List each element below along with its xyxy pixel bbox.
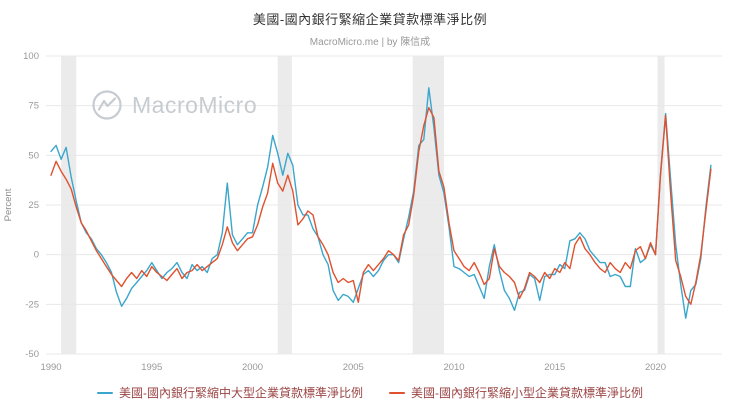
legend-item-small-firms[interactable]: 美國-國內銀行緊縮小型企業貸款標準淨比例 bbox=[389, 384, 643, 401]
page-title: 美國-國內銀行緊縮企業貸款標準淨比例 bbox=[252, 12, 488, 27]
y-tick-label: 25 bbox=[28, 200, 39, 211]
x-tick-label: 2020 bbox=[645, 362, 666, 373]
y-tick-label: 0 bbox=[34, 250, 39, 261]
y-tick-label: 75 bbox=[28, 101, 39, 112]
legend-label-large-mid-firms: 美國-國內銀行緊縮中大型企業貸款標準淨比例 bbox=[119, 386, 363, 400]
series-line-0 bbox=[50, 87, 712, 319]
x-tick-label: 1990 bbox=[40, 362, 61, 373]
y-tick-label: 50 bbox=[28, 150, 39, 161]
x-tick-label: 2015 bbox=[544, 362, 565, 373]
legend-item-large-mid-firms[interactable]: 美國-國內銀行緊縮中大型企業貸款標準淨比例 bbox=[97, 384, 363, 401]
x-tick-label: 2010 bbox=[443, 362, 464, 373]
y-axis-title: Percent bbox=[3, 188, 14, 221]
chart-subtitle: MacroMicro.me | by 陳信成 bbox=[309, 37, 431, 48]
chart-header: 美國-國內銀行緊縮企業貸款標準淨比例 MacroMicro.me | by 陳信… bbox=[0, 0, 740, 48]
series-line-1 bbox=[50, 107, 712, 305]
y-tick-label: -25 bbox=[25, 299, 39, 310]
x-tick-label: 1995 bbox=[141, 362, 162, 373]
legend-swatch-large-mid-firms bbox=[97, 391, 113, 394]
x-tick-label: 2005 bbox=[343, 362, 364, 373]
y-tick-label: 100 bbox=[23, 51, 39, 62]
legend-swatch-small-firms bbox=[389, 391, 405, 394]
legend-label-small-firms: 美國-國內銀行緊縮小型企業貸款標準淨比例 bbox=[411, 386, 643, 400]
x-tick-label: 2000 bbox=[242, 362, 263, 373]
chart-legend: 美國-國內銀行緊縮中大型企業貸款標準淨比例 美國-國內銀行緊縮小型企業貸款標準淨… bbox=[0, 384, 740, 401]
y-tick-label: -50 bbox=[25, 349, 39, 360]
